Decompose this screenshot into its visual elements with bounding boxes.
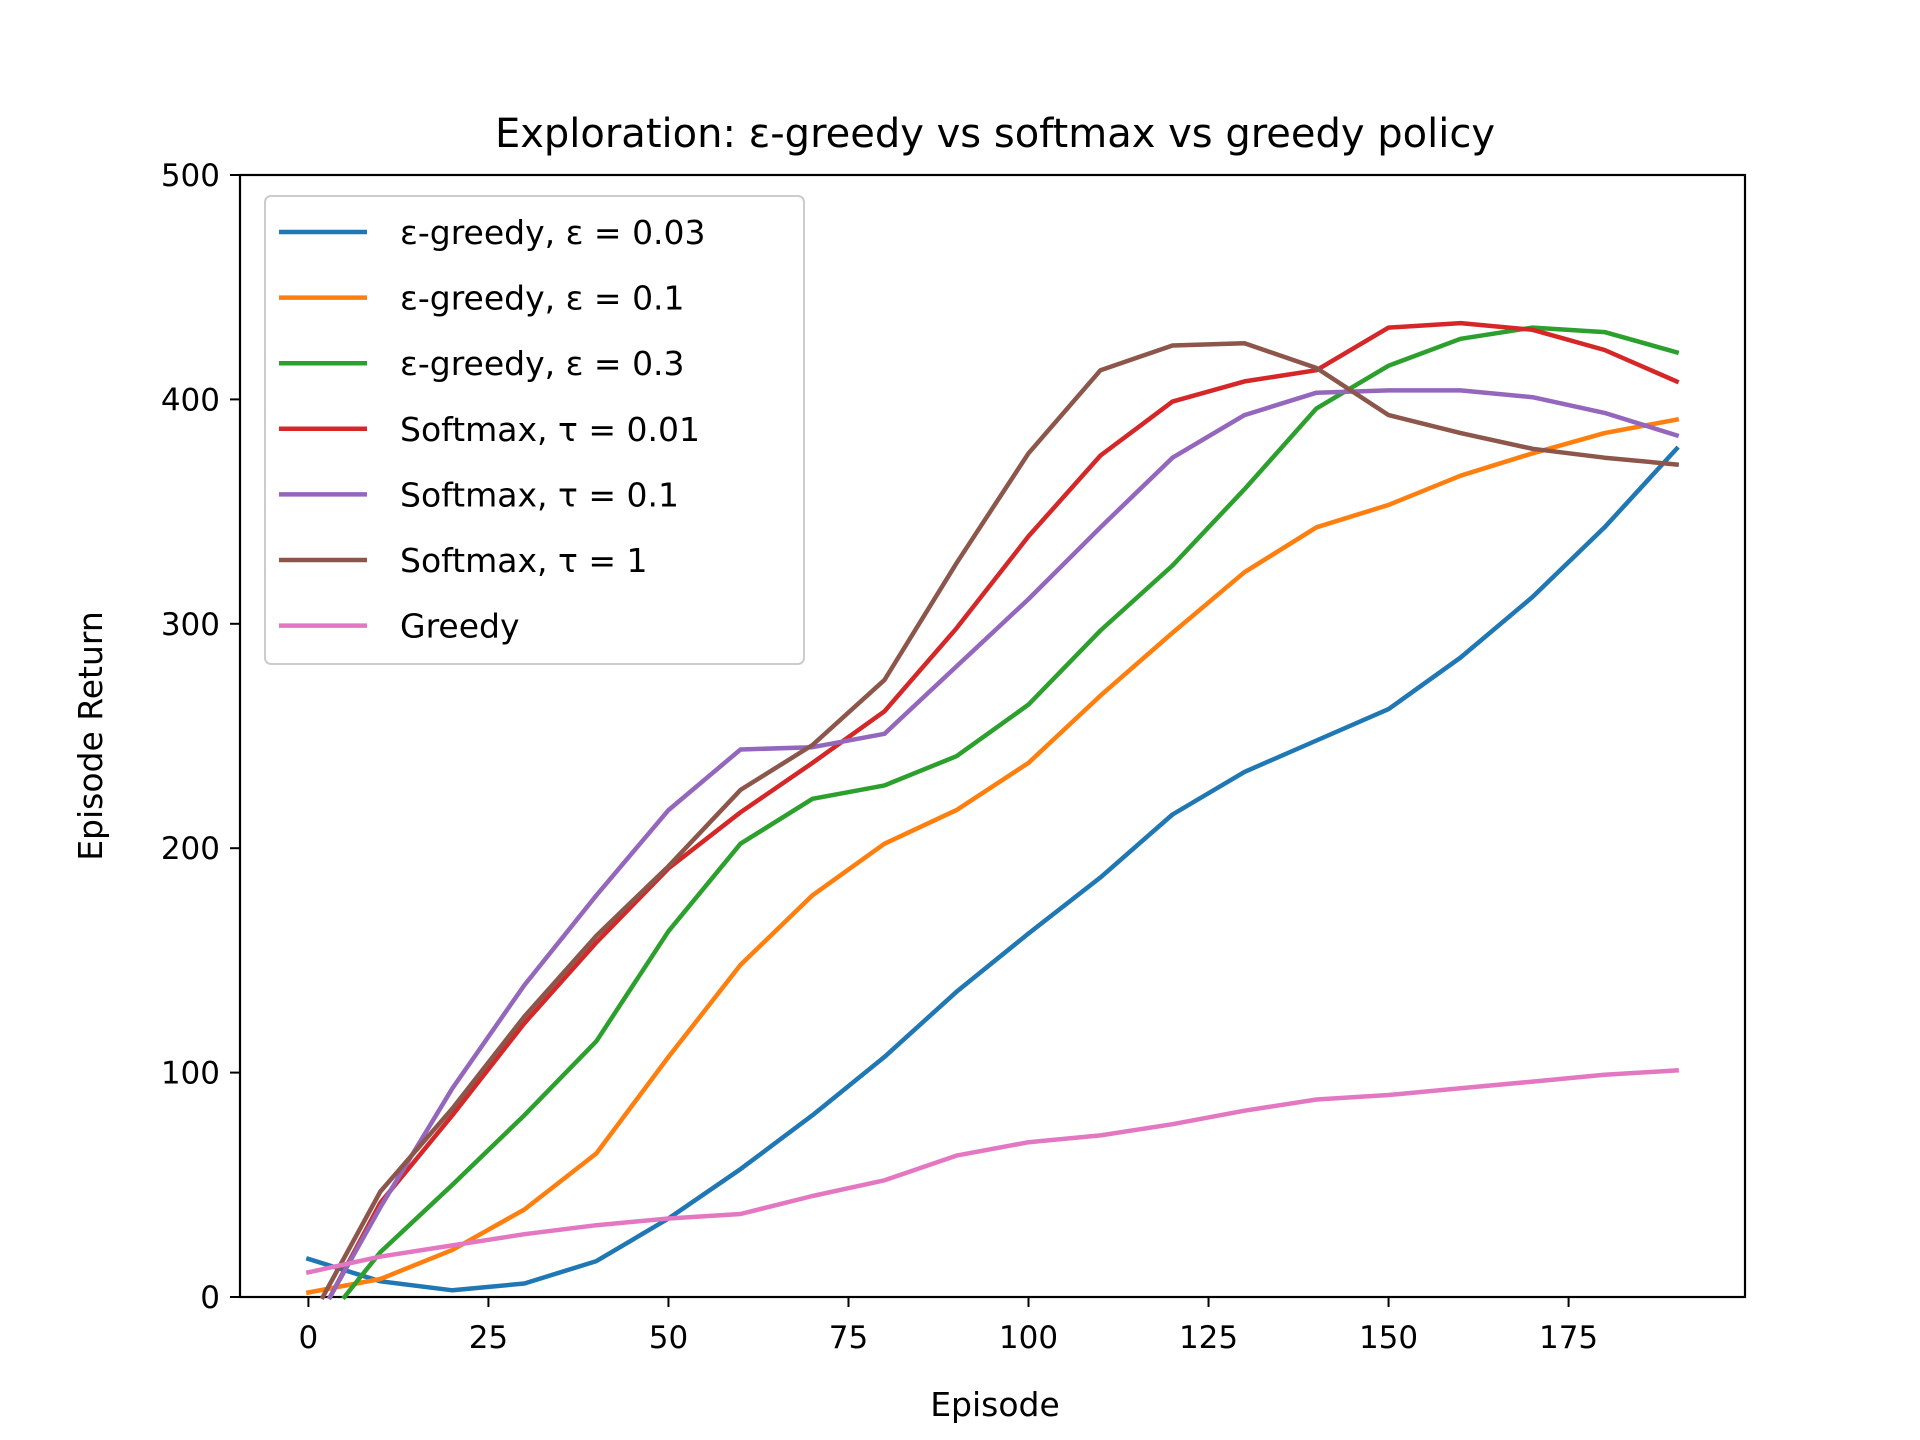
x-tick-label: 100	[999, 1320, 1058, 1356]
series-line-2	[341, 325, 1680, 1301]
x-tick-label: 50	[649, 1320, 688, 1356]
legend-label: ε-greedy, ε = 0.03	[400, 213, 706, 252]
y-axis: 0 100 200 300 400 500	[161, 158, 240, 1316]
series-line-3	[326, 320, 1680, 1301]
y-tick-label: 300	[161, 607, 220, 643]
x-tick-label: 150	[1359, 1320, 1418, 1356]
x-axis-label: Episode	[930, 1385, 1060, 1424]
y-axis-label: Episode Return	[71, 611, 110, 861]
y-tick-label: 400	[161, 382, 220, 418]
x-axis: 0 25 50 75 100 125 150 175	[299, 1297, 1598, 1356]
y-tick-label: 100	[161, 1056, 220, 1092]
legend: ε-greedy, ε = 0.03 ε-greedy, ε = 0.1 ε-gre…	[264, 195, 805, 665]
series-line-5	[319, 341, 1680, 1301]
series-layer	[305, 320, 1680, 1301]
series-line-1	[305, 416, 1680, 1296]
series-line-6	[305, 1068, 1679, 1275]
x-tick-label: 175	[1539, 1320, 1598, 1356]
x-tick-label: 0	[299, 1320, 319, 1356]
legend-box	[264, 195, 805, 665]
legend-label: Softmax, τ = 1	[400, 541, 647, 580]
legend-label: Greedy	[400, 607, 520, 646]
x-tick-label: 25	[469, 1320, 508, 1356]
series-line-0	[305, 445, 1680, 1293]
x-tick-label: 75	[829, 1320, 868, 1356]
y-tick-label: 500	[161, 158, 220, 194]
legend-label: Softmax, τ = 0.01	[400, 410, 700, 449]
series-line-4	[326, 388, 1680, 1301]
legend-label: ε-greedy, ε = 0.3	[400, 344, 685, 383]
legend-label: Softmax, τ = 0.1	[400, 475, 679, 514]
x-tick-label: 125	[1179, 1320, 1238, 1356]
chart-title: Exploration: ε-greedy vs softmax vs gree…	[495, 111, 1495, 157]
legend-label: ε-greedy, ε = 0.1	[400, 279, 685, 318]
y-tick-label: 200	[161, 831, 220, 867]
y-tick-label: 0	[200, 1280, 220, 1316]
